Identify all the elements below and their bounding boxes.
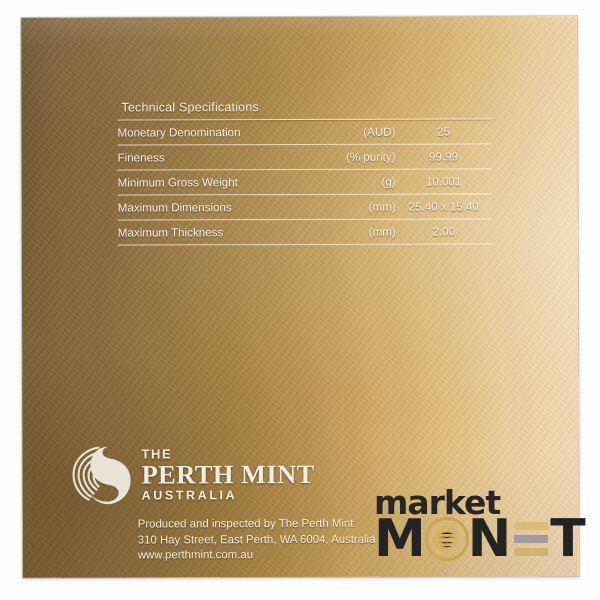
logo-line-the: THE — [141, 445, 173, 461]
table-row: Fineness (% purity) 99.99 — [117, 143, 492, 171]
spec-label: Minimum Gross Weight — [117, 169, 304, 196]
footer-line-street: 310 Hay Street, East Perth, WA 6004, Aus… — [137, 533, 376, 547]
table-row: Monetary Denomination (AUD) 25 — [117, 119, 492, 146]
spec-unit: (mm) — [303, 219, 396, 245]
spec-label: Monetary Denomination — [117, 119, 304, 146]
watermark-letter-m: M — [374, 509, 426, 569]
market-monet-watermark: market M — [374, 483, 586, 569]
watermark-market-text: market — [374, 483, 501, 522]
e-bar-middle — [514, 535, 549, 543]
spec-value: 25.40 x 15.40 — [395, 193, 492, 220]
table-row: Minimum Gross Weight (g) 10.001 — [117, 168, 492, 196]
technical-specifications-block: Technical Specifications Monetary Denomi… — [117, 99, 492, 246]
table-row: Maximum Dimensions (mm) 25.40 x 15.40 — [117, 193, 492, 221]
watermark-letter-t: T — [550, 509, 586, 569]
spec-label: Fineness — [117, 144, 304, 171]
spec-value: 2.00 — [395, 218, 492, 245]
logo-line-australia: AUSTRALIA — [141, 488, 238, 503]
watermark-monet-lockup: M — [374, 509, 586, 569]
logo-wordmark: THE PERTH MINT AUSTRALIA — [141, 445, 315, 503]
spec-unit: (mm) — [303, 194, 396, 220]
watermark-letter-n: N — [467, 509, 512, 569]
spec-label: Maximum Dimensions — [117, 194, 304, 221]
spec-unit: (g) — [303, 169, 396, 195]
logo-line-perth-mint: PERTH MINT — [141, 458, 315, 489]
spec-table: Monetary Denomination (AUD) 25 Fineness … — [117, 119, 492, 246]
perth-mint-logo: THE PERTH MINT AUSTRALIA — [68, 441, 315, 508]
table-row: Maximum Thickness (mm) 2.00 — [117, 218, 492, 246]
spec-label: Maximum Thickness — [117, 219, 304, 246]
spec-unit: (% purity) — [303, 144, 396, 170]
footer-line-website: www.perthmint.com.au — [137, 549, 254, 562]
spec-unit: (AUD) — [303, 119, 396, 145]
footer-address: Produced and inspected by The Perth Mint… — [138, 517, 376, 565]
spec-value: 10.001 — [395, 168, 492, 195]
spec-value: 25 — [395, 119, 492, 145]
e-bar-bottom — [514, 548, 549, 556]
e-bar-top — [514, 522, 549, 530]
certificate-card: Technical Specifications Monetary Denomi… — [21, 16, 579, 578]
footer-line-produced: Produced and inspected by The Perth Mint — [137, 517, 354, 531]
perth-mint-swan-icon — [68, 442, 134, 508]
three-bar-e-icon — [514, 522, 549, 556]
spec-title: Technical Specifications — [121, 100, 259, 115]
gold-coin-icon — [424, 516, 469, 562]
spec-value: 99.99 — [395, 143, 492, 170]
